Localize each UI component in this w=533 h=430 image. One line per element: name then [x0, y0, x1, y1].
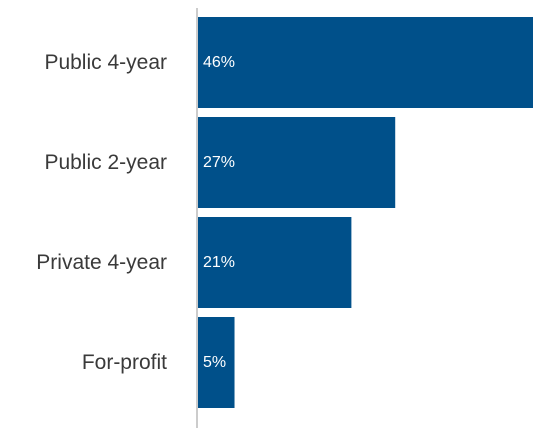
bar-public-4-year [198, 17, 533, 108]
value-label-public-2-year: 27% [203, 154, 235, 171]
bar-for-profit [198, 317, 235, 408]
bar-private-4-year [198, 217, 352, 308]
bar-public-2-year [198, 117, 396, 208]
value-label-public-4-year: 46% [203, 54, 235, 71]
category-label-for-profit: For-profit [82, 351, 167, 374]
value-label-for-profit: 5% [203, 354, 226, 371]
category-label-public-4-year: Public 4-year [44, 51, 167, 74]
category-label-private-4-year: Private 4-year [36, 251, 167, 274]
value-labels-group: 46% 27% 21% 5% [203, 54, 235, 371]
category-labels-group: Public 4-year Public 2-year Private 4-year… [36, 51, 167, 374]
category-label-public-2-year: Public 2-year [44, 151, 167, 174]
value-label-private-4-year: 21% [203, 254, 235, 271]
bars-group [198, 17, 533, 408]
